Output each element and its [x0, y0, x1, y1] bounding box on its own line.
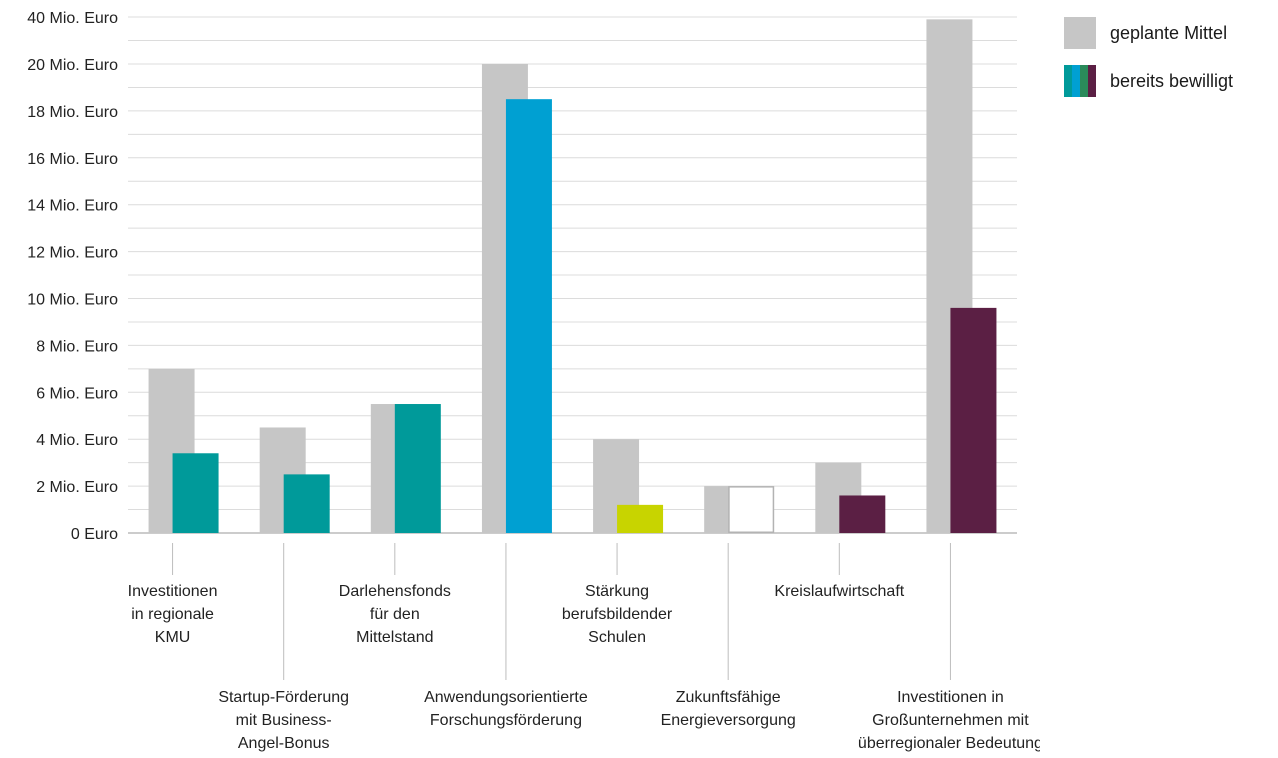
- legend-item-planned: geplante Mittel: [1064, 16, 1233, 50]
- category-label: Zukunftsfähige: [676, 689, 781, 706]
- y-tick-label: 18 Mio. Euro: [27, 104, 118, 121]
- legend-label-planned: geplante Mittel: [1110, 22, 1228, 43]
- category-label: Schulen: [588, 629, 646, 646]
- legend-swatch-approved: [1064, 65, 1096, 97]
- y-axis-labels: 0 Euro 2 Mio. Euro 4 Mio. Euro 6 Mio. Euro 8…: [27, 10, 118, 543]
- category-label: Anwendungsorientierte: [424, 689, 588, 706]
- y-tick-label: 0 Euro: [71, 526, 118, 543]
- category-label: KMU: [155, 629, 191, 646]
- category-label: berufsbildender: [562, 606, 673, 623]
- grid-lines: [128, 16, 1017, 534]
- category-label: Investitionen in: [897, 689, 1004, 706]
- bar-approved: [394, 404, 441, 533]
- bar-approved: [950, 307, 997, 533]
- legend-label-approved: bereits bewilligt: [1110, 70, 1234, 91]
- category-label: Darlehensfonds: [339, 583, 451, 600]
- y-tick-label: 40 Mio. Euro: [27, 10, 118, 27]
- legend-swatch-part: [1080, 65, 1088, 97]
- category-label: mit Business-: [236, 712, 332, 729]
- category-label: Kreislaufwirtschaft: [774, 583, 904, 600]
- bar-approved: [172, 453, 219, 533]
- category-label: Energieversorgung: [661, 712, 796, 729]
- legend-swatch-part: [1072, 65, 1080, 97]
- legend-swatch-planned: [1064, 17, 1096, 49]
- bar-approved: [728, 486, 775, 534]
- category-label: Mittelstand: [356, 629, 433, 646]
- category-label: für den: [370, 606, 420, 623]
- category-label: in regionale: [131, 606, 214, 623]
- y-tick-label: 12 Mio. Euro: [27, 245, 118, 262]
- category-label: Stärkung: [585, 583, 649, 600]
- y-tick-label: 2 Mio. Euro: [36, 479, 118, 496]
- legend: geplante Mittel bereits bewilligt: [1064, 16, 1233, 112]
- y-tick-label: 8 Mio. Euro: [36, 338, 118, 355]
- legend-item-approved: bereits bewilligt: [1064, 64, 1233, 98]
- bar-approved: [839, 495, 886, 533]
- category-label: Großunternehmen mit: [872, 712, 1029, 729]
- category-label: Investitionen: [128, 583, 218, 600]
- category-label: Startup-Förderung: [218, 689, 349, 706]
- bars: [148, 19, 997, 534]
- bar-approved: [617, 504, 664, 533]
- y-tick-label: 10 Mio. Euro: [27, 292, 118, 309]
- bar-chart: 0 Euro 2 Mio. Euro 4 Mio. Euro 6 Mio. Euro 8…: [27, 10, 1040, 752]
- legend-swatch-part: [1064, 65, 1072, 97]
- bar-approved: [283, 474, 330, 533]
- y-tick-label: 6 Mio. Euro: [36, 385, 118, 402]
- y-tick-label: 14 Mio. Euro: [27, 198, 118, 215]
- y-tick-label: 20 Mio. Euro: [27, 57, 118, 74]
- legend-swatch-part: [1088, 65, 1096, 97]
- category-labels: Investitionen in regionale KMU Startup-Förd…: [128, 543, 1040, 752]
- category-label: Forschungsförderung: [430, 712, 582, 729]
- bar-approved: [505, 99, 552, 534]
- y-tick-label: 16 Mio. Euro: [27, 151, 118, 168]
- y-tick-label: 4 Mio. Euro: [36, 432, 118, 449]
- category-label: Angel-Bonus: [238, 735, 330, 752]
- category-label: überregionaler Bedeutung: [858, 735, 1040, 752]
